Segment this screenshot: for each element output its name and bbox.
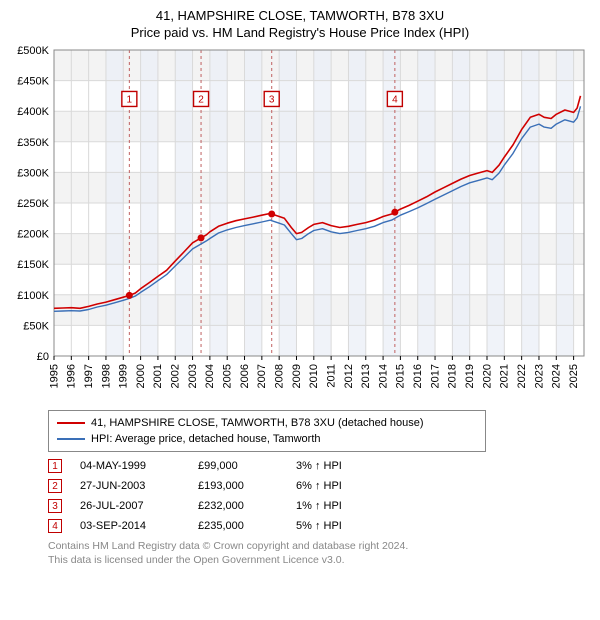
attribution-line2: This data is licensed under the Open Gov… — [48, 554, 568, 568]
chart-svg: £0 £50K £100K £150K £200K £250K £300K £350K £400… — [8, 44, 592, 404]
svg-text:2009: 2009 — [291, 364, 303, 388]
svg-text:2016: 2016 — [412, 364, 424, 388]
svg-text:2000: 2000 — [135, 364, 147, 388]
sale-price: £193,000 — [198, 480, 278, 492]
svg-text:2021: 2021 — [499, 364, 511, 388]
sale-marker-badge: 1 — [48, 459, 62, 473]
svg-text:1996: 1996 — [66, 364, 78, 388]
svg-text:2024: 2024 — [551, 364, 563, 388]
svg-text:£150K: £150K — [17, 259, 49, 271]
sale-row-1: 1 04-MAY-1999 £99,000 3% ↑ HPI — [48, 456, 592, 476]
legend-label: HPI: Average price, detached house, Tamw… — [91, 433, 321, 445]
attribution: Contains HM Land Registry data © Crown c… — [48, 540, 568, 567]
sale-date: 03-SEP-2014 — [80, 520, 180, 532]
svg-text:3: 3 — [269, 94, 275, 105]
svg-text:£50K: £50K — [23, 320, 49, 332]
sale-date: 26-JUL-2007 — [80, 500, 180, 512]
sale-delta: 5% ↑ HPI — [296, 520, 396, 532]
title-line2: Price paid vs. HM Land Registry's House … — [8, 25, 592, 40]
title-block: 41, HAMPSHIRE CLOSE, TAMWORTH, B78 3XU P… — [8, 8, 592, 40]
svg-text:2007: 2007 — [256, 364, 268, 388]
sale-date: 04-MAY-1999 — [80, 460, 180, 472]
svg-text:2025: 2025 — [568, 364, 580, 388]
sale-date: 27-JUN-2003 — [80, 480, 180, 492]
svg-text:£500K: £500K — [17, 45, 49, 57]
svg-text:4: 4 — [392, 94, 398, 105]
title-line1: 41, HAMPSHIRE CLOSE, TAMWORTH, B78 3XU — [8, 8, 592, 23]
svg-text:2008: 2008 — [273, 364, 285, 388]
svg-text:1997: 1997 — [83, 364, 95, 388]
svg-text:2011: 2011 — [325, 364, 337, 388]
legend: 41, HAMPSHIRE CLOSE, TAMWORTH, B78 3XU (… — [48, 410, 486, 452]
sale-marker-badge: 3 — [48, 499, 62, 513]
sales-table: 1 04-MAY-1999 £99,000 3% ↑ HPI 2 27-JUN-2003 £… — [48, 456, 592, 536]
svg-text:1: 1 — [127, 94, 133, 105]
sale-delta: 3% ↑ HPI — [296, 460, 396, 472]
svg-text:2022: 2022 — [516, 364, 528, 388]
sale-price: £232,000 — [198, 500, 278, 512]
legend-item-0: 41, HAMPSHIRE CLOSE, TAMWORTH, B78 3XU (… — [57, 415, 477, 431]
attribution-line1: Contains HM Land Registry data © Crown c… — [48, 540, 568, 554]
svg-text:2015: 2015 — [395, 364, 407, 388]
svg-text:£450K: £450K — [17, 76, 49, 88]
svg-text:2005: 2005 — [222, 364, 234, 388]
chart-container: 41, HAMPSHIRE CLOSE, TAMWORTH, B78 3XU P… — [0, 0, 600, 571]
svg-text:£300K: £300K — [17, 167, 49, 179]
svg-text:£200K: £200K — [17, 229, 49, 241]
svg-text:2017: 2017 — [429, 364, 441, 388]
chart-area: £0 £50K £100K £150K £200K £250K £300K £350K £400… — [8, 44, 592, 404]
svg-text:2014: 2014 — [377, 364, 389, 388]
svg-text:2019: 2019 — [464, 364, 476, 388]
svg-text:2001: 2001 — [152, 364, 164, 388]
legend-swatch — [57, 422, 85, 424]
svg-text:2006: 2006 — [239, 364, 251, 388]
svg-text:2003: 2003 — [187, 364, 199, 388]
svg-text:£400K: £400K — [17, 106, 49, 118]
sale-marker-badge: 4 — [48, 519, 62, 533]
svg-text:2020: 2020 — [481, 364, 493, 388]
svg-text:2010: 2010 — [308, 364, 320, 388]
svg-text:1998: 1998 — [100, 364, 112, 388]
svg-text:£100K: £100K — [17, 290, 49, 302]
svg-text:2023: 2023 — [533, 364, 545, 388]
svg-text:£0: £0 — [37, 351, 49, 363]
sale-price: £99,000 — [198, 460, 278, 472]
svg-text:2018: 2018 — [447, 364, 459, 388]
svg-text:2013: 2013 — [360, 364, 372, 388]
sale-row-2: 2 27-JUN-2003 £193,000 6% ↑ HPI — [48, 476, 592, 496]
legend-swatch — [57, 438, 85, 440]
svg-text:£250K: £250K — [17, 198, 49, 210]
svg-text:2: 2 — [198, 94, 204, 105]
legend-label: 41, HAMPSHIRE CLOSE, TAMWORTH, B78 3XU (… — [91, 417, 424, 429]
svg-text:2012: 2012 — [343, 364, 355, 388]
svg-text:2002: 2002 — [170, 364, 182, 388]
sale-delta: 6% ↑ HPI — [296, 480, 396, 492]
legend-item-1: HPI: Average price, detached house, Tamw… — [57, 431, 477, 447]
sale-marker-badge: 2 — [48, 479, 62, 493]
sale-price: £235,000 — [198, 520, 278, 532]
sale-row-3: 3 26-JUL-2007 £232,000 1% ↑ HPI — [48, 496, 592, 516]
svg-text:1995: 1995 — [48, 364, 60, 388]
svg-text:2004: 2004 — [204, 364, 216, 388]
svg-text:£350K: £350K — [17, 137, 49, 149]
sale-row-4: 4 03-SEP-2014 £235,000 5% ↑ HPI — [48, 516, 592, 536]
svg-text:1999: 1999 — [118, 364, 130, 388]
sale-delta: 1% ↑ HPI — [296, 500, 396, 512]
